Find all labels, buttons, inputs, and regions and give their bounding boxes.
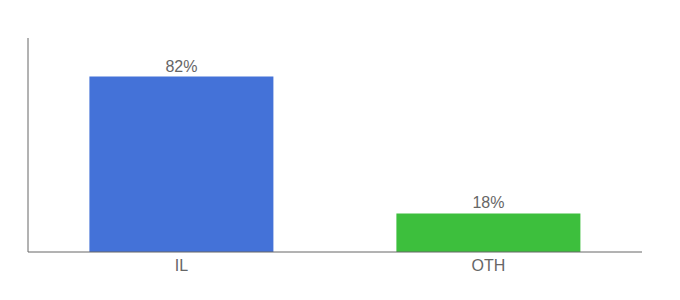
svg-text:OTH: OTH	[472, 257, 506, 274]
svg-text:IL: IL	[175, 257, 188, 274]
svg-text:18%: 18%	[472, 194, 504, 211]
svg-text:82%: 82%	[165, 58, 197, 75]
